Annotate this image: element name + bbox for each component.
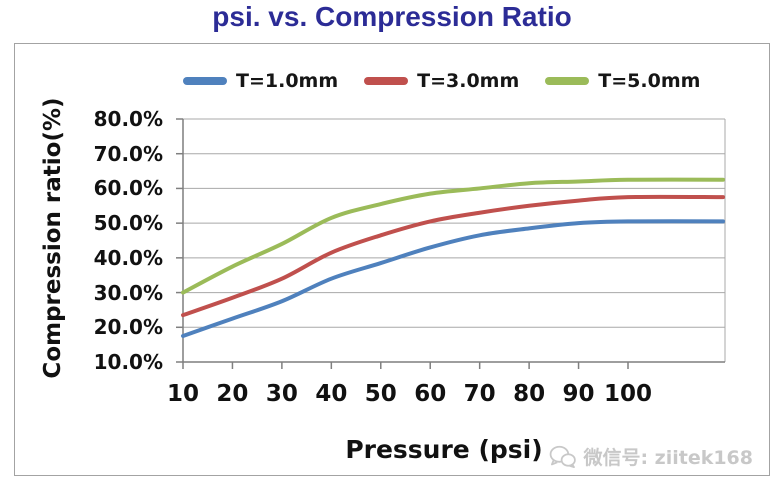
chart-area: T=1.0mm T=3.0mm T=5.0mm Compression rati… [14, 43, 770, 476]
legend-entry-t1: T=1.0mm [183, 70, 338, 92]
x-tick-label: 30 [265, 381, 298, 407]
legend-label-t1: T=1.0mm [236, 70, 339, 92]
legend: T=1.0mm T=3.0mm T=5.0mm [183, 70, 700, 92]
x-tick-label: 20 [216, 381, 249, 407]
y-axis-title: Compression ratio(%) [40, 97, 66, 379]
x-tick-label: 100 [603, 381, 652, 407]
y-tick-label: 40.0% [93, 245, 163, 270]
chart-title: psi. vs. Compression Ratio [212, 1, 572, 32]
y-tick-label: 70.0% [93, 141, 163, 166]
series-curve-T=1.0mm [181, 219, 725, 338]
series-curve-T=3.0mm [181, 194, 725, 318]
legend-swatch-t5 [545, 77, 590, 85]
legend-swatch-t3 [364, 77, 409, 85]
y-tick-label: 50.0% [93, 211, 163, 236]
y-tick-label: 80.0% [93, 107, 163, 131]
x-tick-label: 60 [414, 381, 447, 407]
y-tick-label: 20.0% [93, 315, 163, 340]
x-tick-label: 50 [364, 381, 397, 407]
legend-swatch-t1 [183, 77, 227, 85]
y-tick-label: 10.0% [93, 350, 163, 374]
x-tick-label: 90 [562, 381, 595, 407]
legend-label-t5: T=5.0mm [598, 70, 701, 92]
watermark: 微信号: ziitek168 [549, 443, 753, 470]
legend-entry-t5: T=5.0mm [545, 70, 700, 92]
series-curve-T=5.0mm [181, 177, 725, 295]
y-tick-label: 60.0% [93, 176, 163, 201]
x-tick-label: 40 [315, 381, 348, 407]
x-tick-label: 70 [463, 381, 496, 407]
x-axis-title: Pressure (psi) [345, 435, 543, 464]
x-tick-label: 80 [513, 381, 546, 407]
watermark-label: 微信号: ziitek168 [583, 447, 753, 469]
legend-entry-t3: T=3.0mm [364, 70, 519, 92]
wechat-icon [550, 445, 577, 468]
x-tick-label: 10 [166, 381, 199, 407]
y-tick-label: 30.0% [93, 280, 163, 305]
legend-label-t3: T=3.0mm [417, 70, 520, 92]
plot-svg [176, 118, 726, 369]
